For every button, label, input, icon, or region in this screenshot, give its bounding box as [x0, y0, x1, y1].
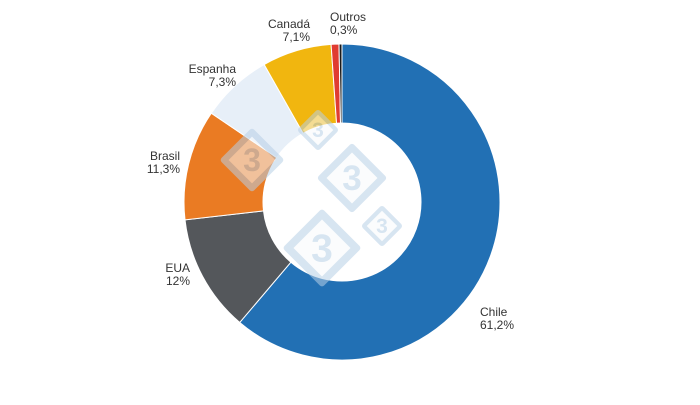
label-eua: EUA — [165, 261, 190, 275]
watermark-digit: 3 — [342, 159, 361, 198]
watermark-tile — [317, 143, 387, 213]
watermark-tile — [220, 128, 284, 192]
watermark-tile — [283, 209, 361, 287]
label-outros: Outros — [330, 10, 366, 24]
value-label-espanha: 7,3% — [209, 75, 237, 89]
watermark-tile — [362, 206, 402, 246]
watermark-digit: 3 — [243, 142, 261, 178]
label-brasil: Brasil — [150, 149, 180, 163]
label-espanha: Espanha — [189, 62, 237, 76]
watermark-digit: 3 — [376, 215, 388, 238]
value-label-eua: 12% — [166, 274, 190, 288]
value-label-brasil: 11,3% — [147, 162, 180, 176]
watermark-digit: 3 — [312, 119, 324, 142]
slice-chile — [239, 43, 501, 361]
slices-group — [183, 43, 501, 361]
watermark-tile — [298, 110, 338, 150]
watermark-digit: 3 — [311, 227, 333, 270]
value-label-outros: 0,3% — [330, 23, 358, 37]
label-canada-: Canadá — [268, 17, 310, 31]
slice-outros — [338, 43, 343, 124]
label-chile: Chile — [480, 305, 508, 319]
value-label-chile: 61,2% — [480, 318, 514, 332]
value-label-canada-: 7,1% — [283, 30, 311, 44]
